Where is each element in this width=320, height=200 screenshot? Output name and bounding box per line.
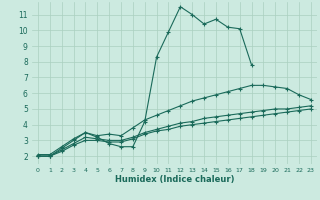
X-axis label: Humidex (Indice chaleur): Humidex (Indice chaleur) bbox=[115, 175, 234, 184]
